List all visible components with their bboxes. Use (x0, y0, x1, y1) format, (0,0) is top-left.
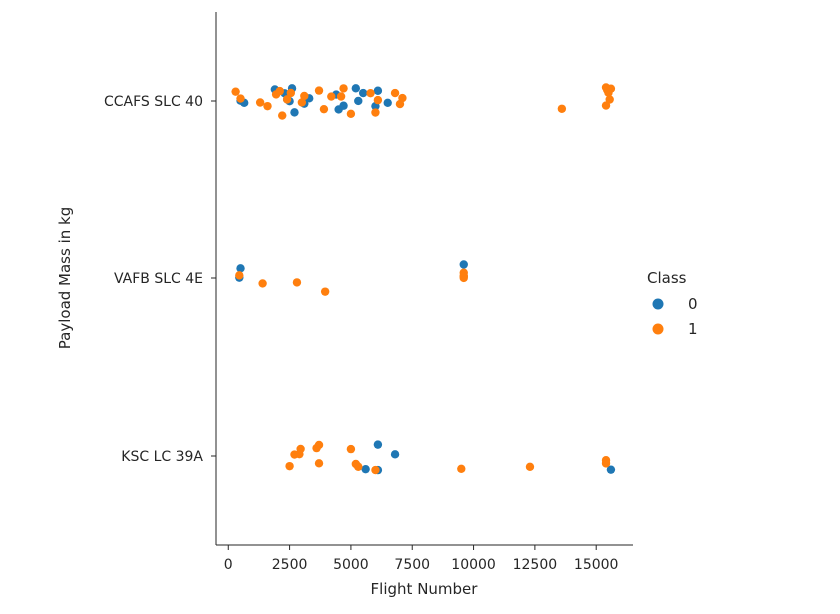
y-axis-label: Payload Mass in kg (56, 207, 74, 349)
data-point-class-1 (286, 88, 296, 98)
data-point-class-1 (258, 279, 267, 288)
data-point-class-1 (339, 84, 348, 93)
data-point-class-1 (336, 92, 346, 101)
data-point-class-1 (327, 92, 336, 101)
data-point-class-1 (297, 98, 307, 107)
data-point-class-1 (275, 86, 284, 96)
data-point-class-1 (319, 104, 329, 114)
data-point-class-1 (236, 94, 245, 103)
data-point-class-1 (235, 271, 244, 280)
data-point-class-0 (390, 450, 400, 459)
data-point-class-1 (346, 444, 356, 454)
data-point-class-1 (278, 111, 287, 120)
data-point-class-1 (601, 83, 611, 92)
legend-title: Class (647, 269, 687, 287)
data-point-class-1 (314, 440, 324, 450)
data-point-class-1 (459, 271, 468, 281)
legend-marker (652, 298, 664, 310)
data-point-class-0 (339, 101, 348, 110)
x-tick-label: 15000 (574, 557, 619, 573)
data-point-class-0 (383, 98, 392, 108)
x-tick-label: 12500 (513, 557, 558, 573)
legend-label: 0 (688, 295, 698, 313)
x-axis-label: Flight Number (371, 580, 479, 598)
data-point-class-1 (373, 95, 383, 105)
data-point-class-1 (296, 444, 305, 454)
y-tick-label: VAFB SLC 4E (114, 271, 203, 287)
data-point-class-1 (390, 88, 400, 98)
data-point-class-0 (459, 260, 468, 269)
x-tick-label: 7500 (394, 557, 430, 573)
data-point-class-1 (371, 465, 380, 475)
data-point-class-1 (314, 459, 324, 468)
data-point-class-0 (354, 96, 363, 106)
legend: Class 01 (647, 269, 698, 338)
y-tick-label: KSC LC 39A (121, 449, 203, 465)
data-point-class-1 (601, 101, 611, 110)
data-point-class-0 (358, 88, 368, 98)
data-point-class-1 (255, 98, 265, 107)
x-ticks: 0 2500 5000 7500 10000 12500 15000 (224, 545, 619, 573)
data-point-class-0 (236, 264, 245, 273)
data-point-class-1 (371, 108, 380, 117)
data-point-class-0 (606, 465, 616, 474)
data-point-class-1 (605, 95, 614, 104)
data-point-class-1 (300, 91, 309, 101)
data-point-class-1 (457, 464, 466, 474)
data-point-class-1 (282, 95, 292, 104)
data-point-class-1 (231, 87, 240, 96)
data-point-class-1 (292, 278, 302, 287)
points-layer (231, 83, 616, 475)
data-point-class-0 (361, 464, 370, 474)
legend-label: 1 (688, 320, 698, 338)
y-tick-label: CCAFS SLC 40 (104, 94, 203, 110)
x-tick-label: 10000 (451, 557, 496, 573)
x-tick-label: 2500 (272, 557, 308, 573)
data-point-class-1 (320, 287, 330, 296)
y-ticks: CCAFS SLC 40 VAFB SLC 4E KSC LC 39A (104, 94, 216, 465)
data-point-class-1 (285, 461, 294, 471)
data-point-class-1 (601, 456, 611, 465)
data-point-class-0 (373, 440, 383, 449)
data-point-class-1 (354, 462, 363, 471)
legend-marker (652, 323, 664, 335)
data-point-class-1 (346, 109, 356, 118)
data-point-class-0 (290, 108, 299, 117)
data-point-class-1 (366, 88, 375, 98)
data-point-class-1 (557, 104, 567, 113)
x-tick-label: 5000 (333, 557, 369, 573)
data-point-class-1 (314, 86, 324, 95)
data-point-class-0 (373, 86, 383, 95)
data-point-class-1 (263, 101, 272, 111)
x-tick-label: 0 (224, 557, 233, 573)
legend-entries: 01 (652, 295, 698, 338)
data-point-class-0 (351, 84, 361, 93)
data-point-class-1 (398, 93, 407, 103)
data-point-class-1 (525, 462, 535, 472)
